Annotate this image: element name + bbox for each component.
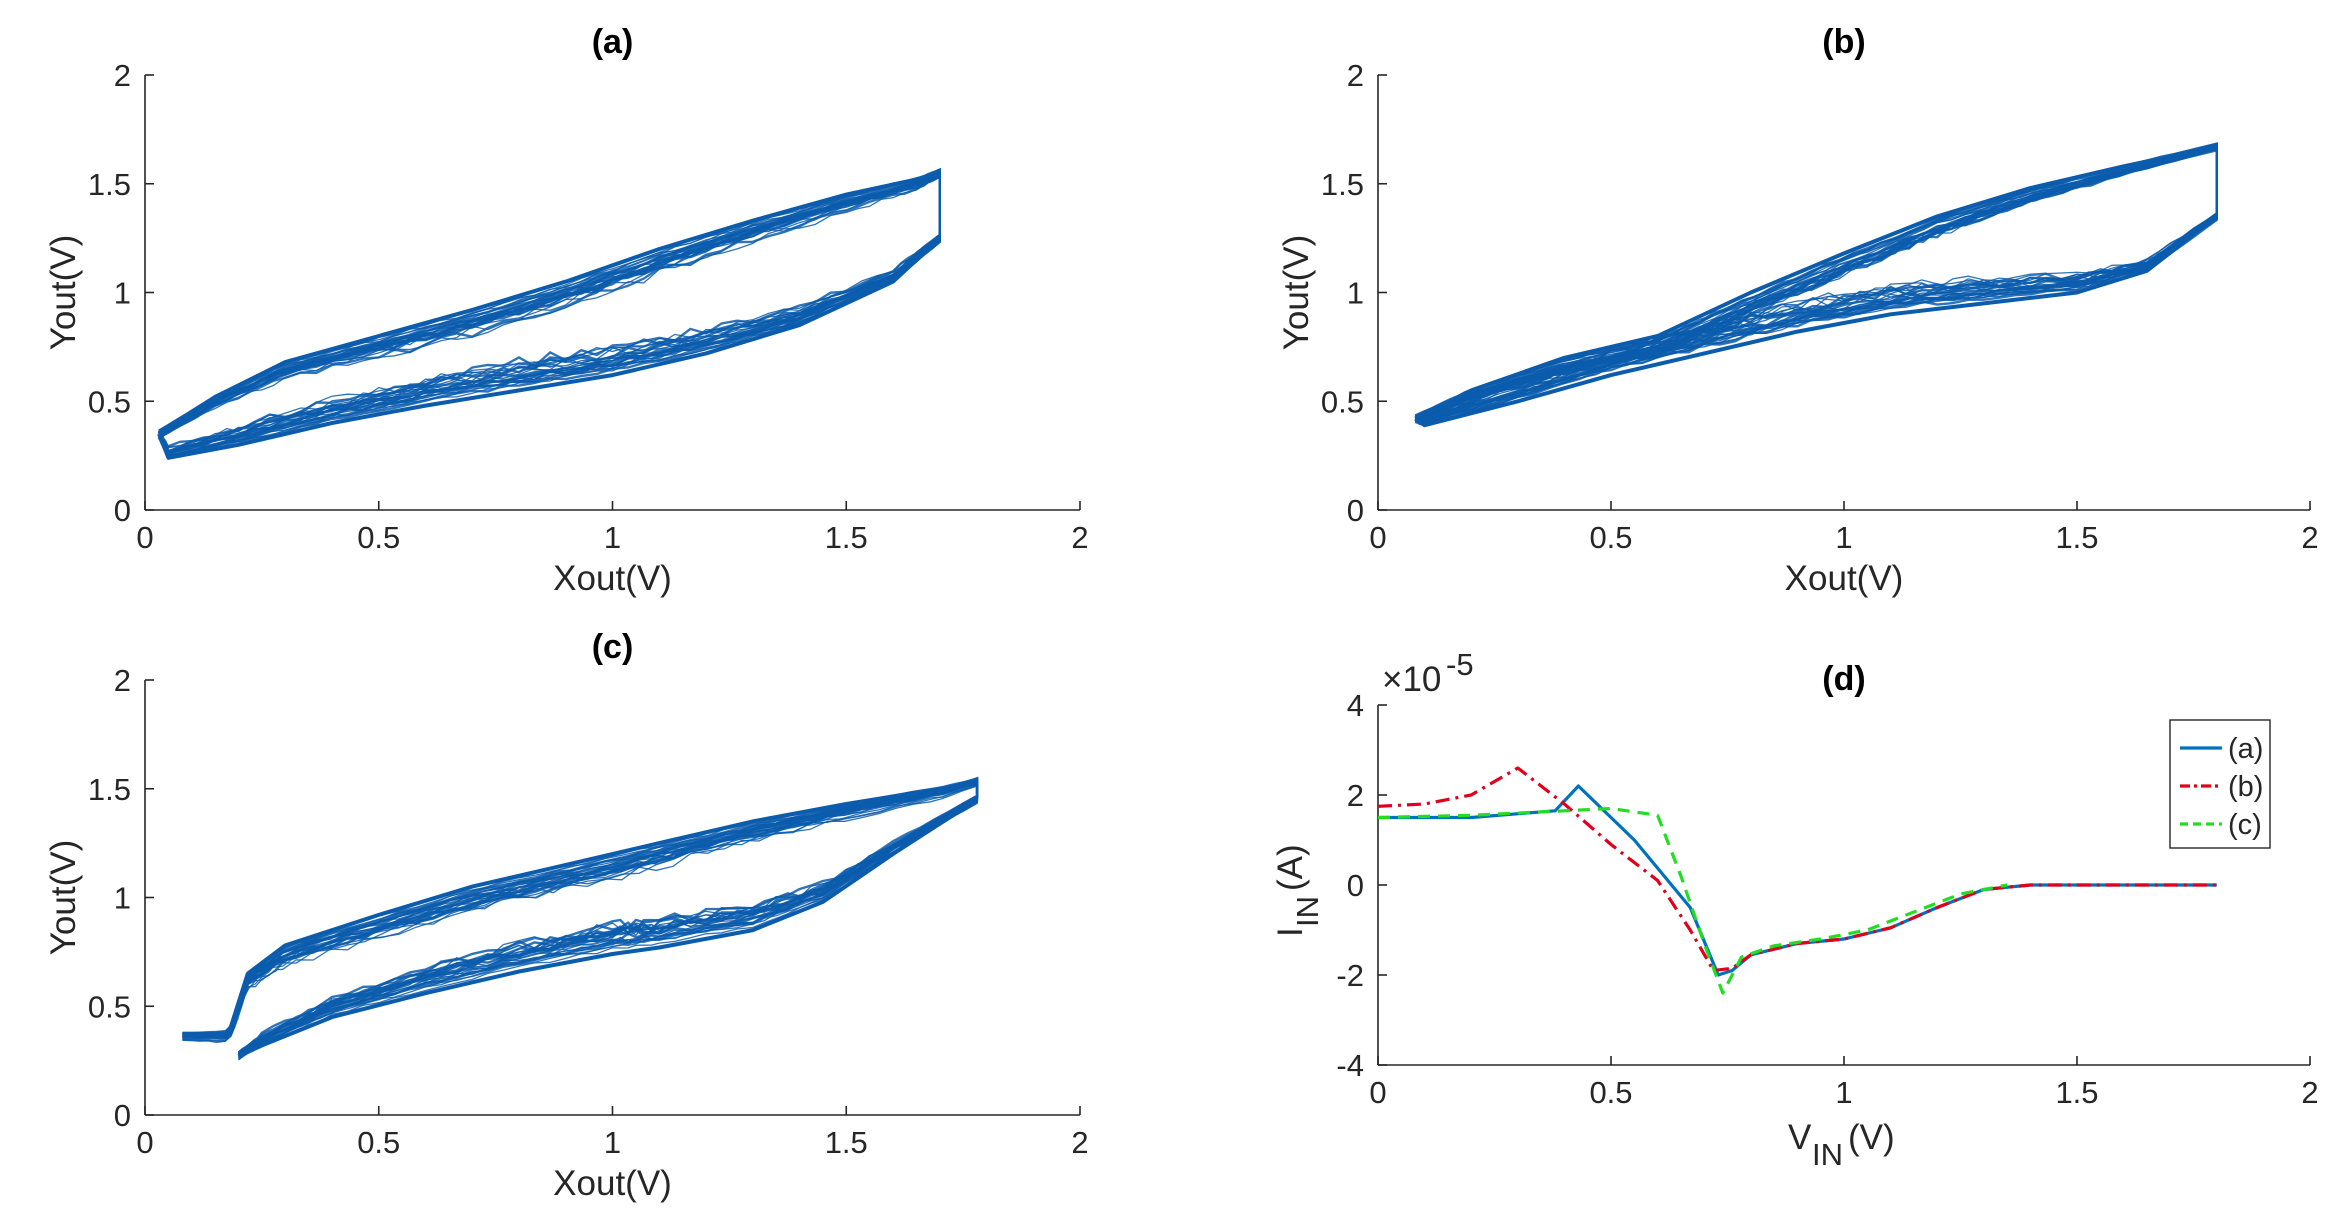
y-axis-label: Yout(V)	[44, 235, 83, 350]
trajectory-lower-branch	[237, 797, 979, 1059]
y-tick-label: 1	[114, 881, 131, 916]
legend: (a) (b) (c)	[2169, 719, 2271, 849]
y-tick-label: 2	[114, 58, 131, 93]
trajectory-loop	[182, 778, 978, 1055]
y-axis-label-subscript: IN	[1290, 896, 1325, 927]
y-tick-label: 1	[1347, 276, 1364, 311]
x-tick-label: 0	[1369, 520, 1386, 555]
y-tick-label: -4	[1336, 1048, 1364, 1083]
y-axis-label: I	[1271, 927, 1310, 937]
y-tick-label: 1.5	[1321, 167, 1364, 202]
trajectory-loop	[182, 778, 979, 1056]
y-tick-label: 1.5	[88, 167, 131, 202]
x-axis-label: V	[1788, 1118, 1812, 1157]
trajectory-loop	[182, 778, 979, 1056]
trajectory-loop	[182, 777, 978, 1054]
x-tick-label: 1.5	[2055, 1075, 2098, 1110]
y-scale-label: ×10	[1382, 660, 1441, 699]
trajectory-loop	[182, 778, 979, 1055]
y-tick-label: 0	[1347, 493, 1364, 528]
y-tick-label: 0	[1347, 868, 1364, 903]
x-tick-label: 1	[1835, 1075, 1852, 1110]
x-axis-label-unit: (V)	[1848, 1118, 1895, 1157]
x-tick-label: 1.5	[825, 1125, 868, 1160]
legend-label: (a)	[2228, 733, 2263, 765]
trajectory-loop	[182, 779, 979, 1056]
y-tick-label: 1.5	[88, 772, 131, 807]
trajectory-loop	[182, 779, 978, 1055]
plot-b: 0 0.5 1 1.5 2 0 0.5 1 1.5 2 (b) Xout(V) Yout(V)	[1277, 23, 2319, 598]
y-tick-label: 0.5	[88, 384, 131, 419]
x-axis-label-subscript: IN	[1812, 1137, 1843, 1172]
x-tick-label: 0.5	[357, 1125, 400, 1160]
trajectory-loop	[182, 778, 978, 1055]
x-tick-label: 1	[604, 520, 621, 555]
trajectory-upper-branch	[157, 170, 941, 436]
x-tick-label: 2	[2301, 1075, 2318, 1110]
trajectory-loop	[182, 776, 979, 1054]
y-axis-label-group: IIN (A)	[1271, 844, 1325, 937]
x-tick-label: 1.5	[825, 520, 868, 555]
trajectory-lower-branch	[1414, 214, 2219, 428]
trajectory-loop	[182, 776, 979, 1054]
y-tick-label: 0	[114, 493, 131, 528]
plot-a: 0 0.5 1 1.5 2 0 0.5 1 1.5 2 (a) Xout(V) Yout(V)	[44, 23, 1089, 598]
trajectory-loop	[182, 777, 978, 1054]
y-tick-label: 1	[114, 276, 131, 311]
legend-box	[2169, 719, 2271, 849]
legend-label: (c)	[2228, 809, 2262, 841]
trajectory-loop	[158, 174, 941, 459]
x-axis-label: Xout(V)	[553, 1164, 672, 1203]
y-scale-exponent: -5	[1446, 647, 1474, 682]
x-tick-label: 2	[1071, 1125, 1088, 1160]
x-tick-label: 2	[2301, 520, 2318, 555]
x-tick-label: 0	[1369, 1075, 1386, 1110]
y-axis-label-unit: (A)	[1271, 844, 1310, 891]
x-tick-label: 0	[136, 1125, 153, 1160]
plot-title: (a)	[592, 23, 634, 61]
x-tick-label: 0.5	[357, 520, 400, 555]
series-line-c	[1377, 806, 2008, 995]
y-tick-label: -2	[1336, 958, 1364, 993]
y-axis-label: Yout(V)	[1277, 235, 1316, 350]
x-tick-label: 1	[604, 1125, 621, 1160]
y-tick-label: 2	[114, 663, 131, 698]
x-tick-label: 2	[1071, 520, 1088, 555]
y-tick-label: 0	[114, 1098, 131, 1133]
plot-c: 0 0.5 1 1.5 2 0 0.5 1 1.5 2 (c) Xout(V) Yout(V)	[44, 628, 1089, 1203]
trajectory-loop	[182, 783, 978, 1060]
plot-title: (d)	[1822, 660, 1865, 698]
y-tick-label: 2	[1347, 778, 1364, 813]
trajectory-loop	[1415, 145, 2218, 423]
series-line-b	[1377, 766, 2217, 973]
trajectory-loop	[182, 777, 978, 1054]
x-axis-label: Xout(V)	[553, 559, 672, 598]
trajectory-upper-branch	[1414, 144, 2218, 421]
legend-label: (b)	[2228, 771, 2263, 803]
y-tick-label: 2	[1347, 58, 1364, 93]
plot-title: (c)	[592, 628, 634, 666]
plot-title: (b)	[1822, 23, 1865, 61]
x-tick-label: 1.5	[2055, 520, 2098, 555]
y-tick-label: 0.5	[88, 989, 131, 1024]
x-tick-label: 0.5	[1589, 1075, 1632, 1110]
x-tick-label: 1	[1835, 520, 1852, 555]
x-tick-label: 0	[136, 520, 153, 555]
y-axis-label: Yout(V)	[44, 840, 83, 955]
trajectory-upper-branch	[182, 780, 978, 1039]
y-tick-label: 4	[1347, 688, 1364, 723]
trajectory-lower-branch	[157, 236, 942, 460]
y-tick-label: 0.5	[1321, 384, 1364, 419]
x-tick-label: 0.5	[1589, 520, 1632, 555]
x-axis-label: Xout(V)	[1785, 559, 1904, 598]
